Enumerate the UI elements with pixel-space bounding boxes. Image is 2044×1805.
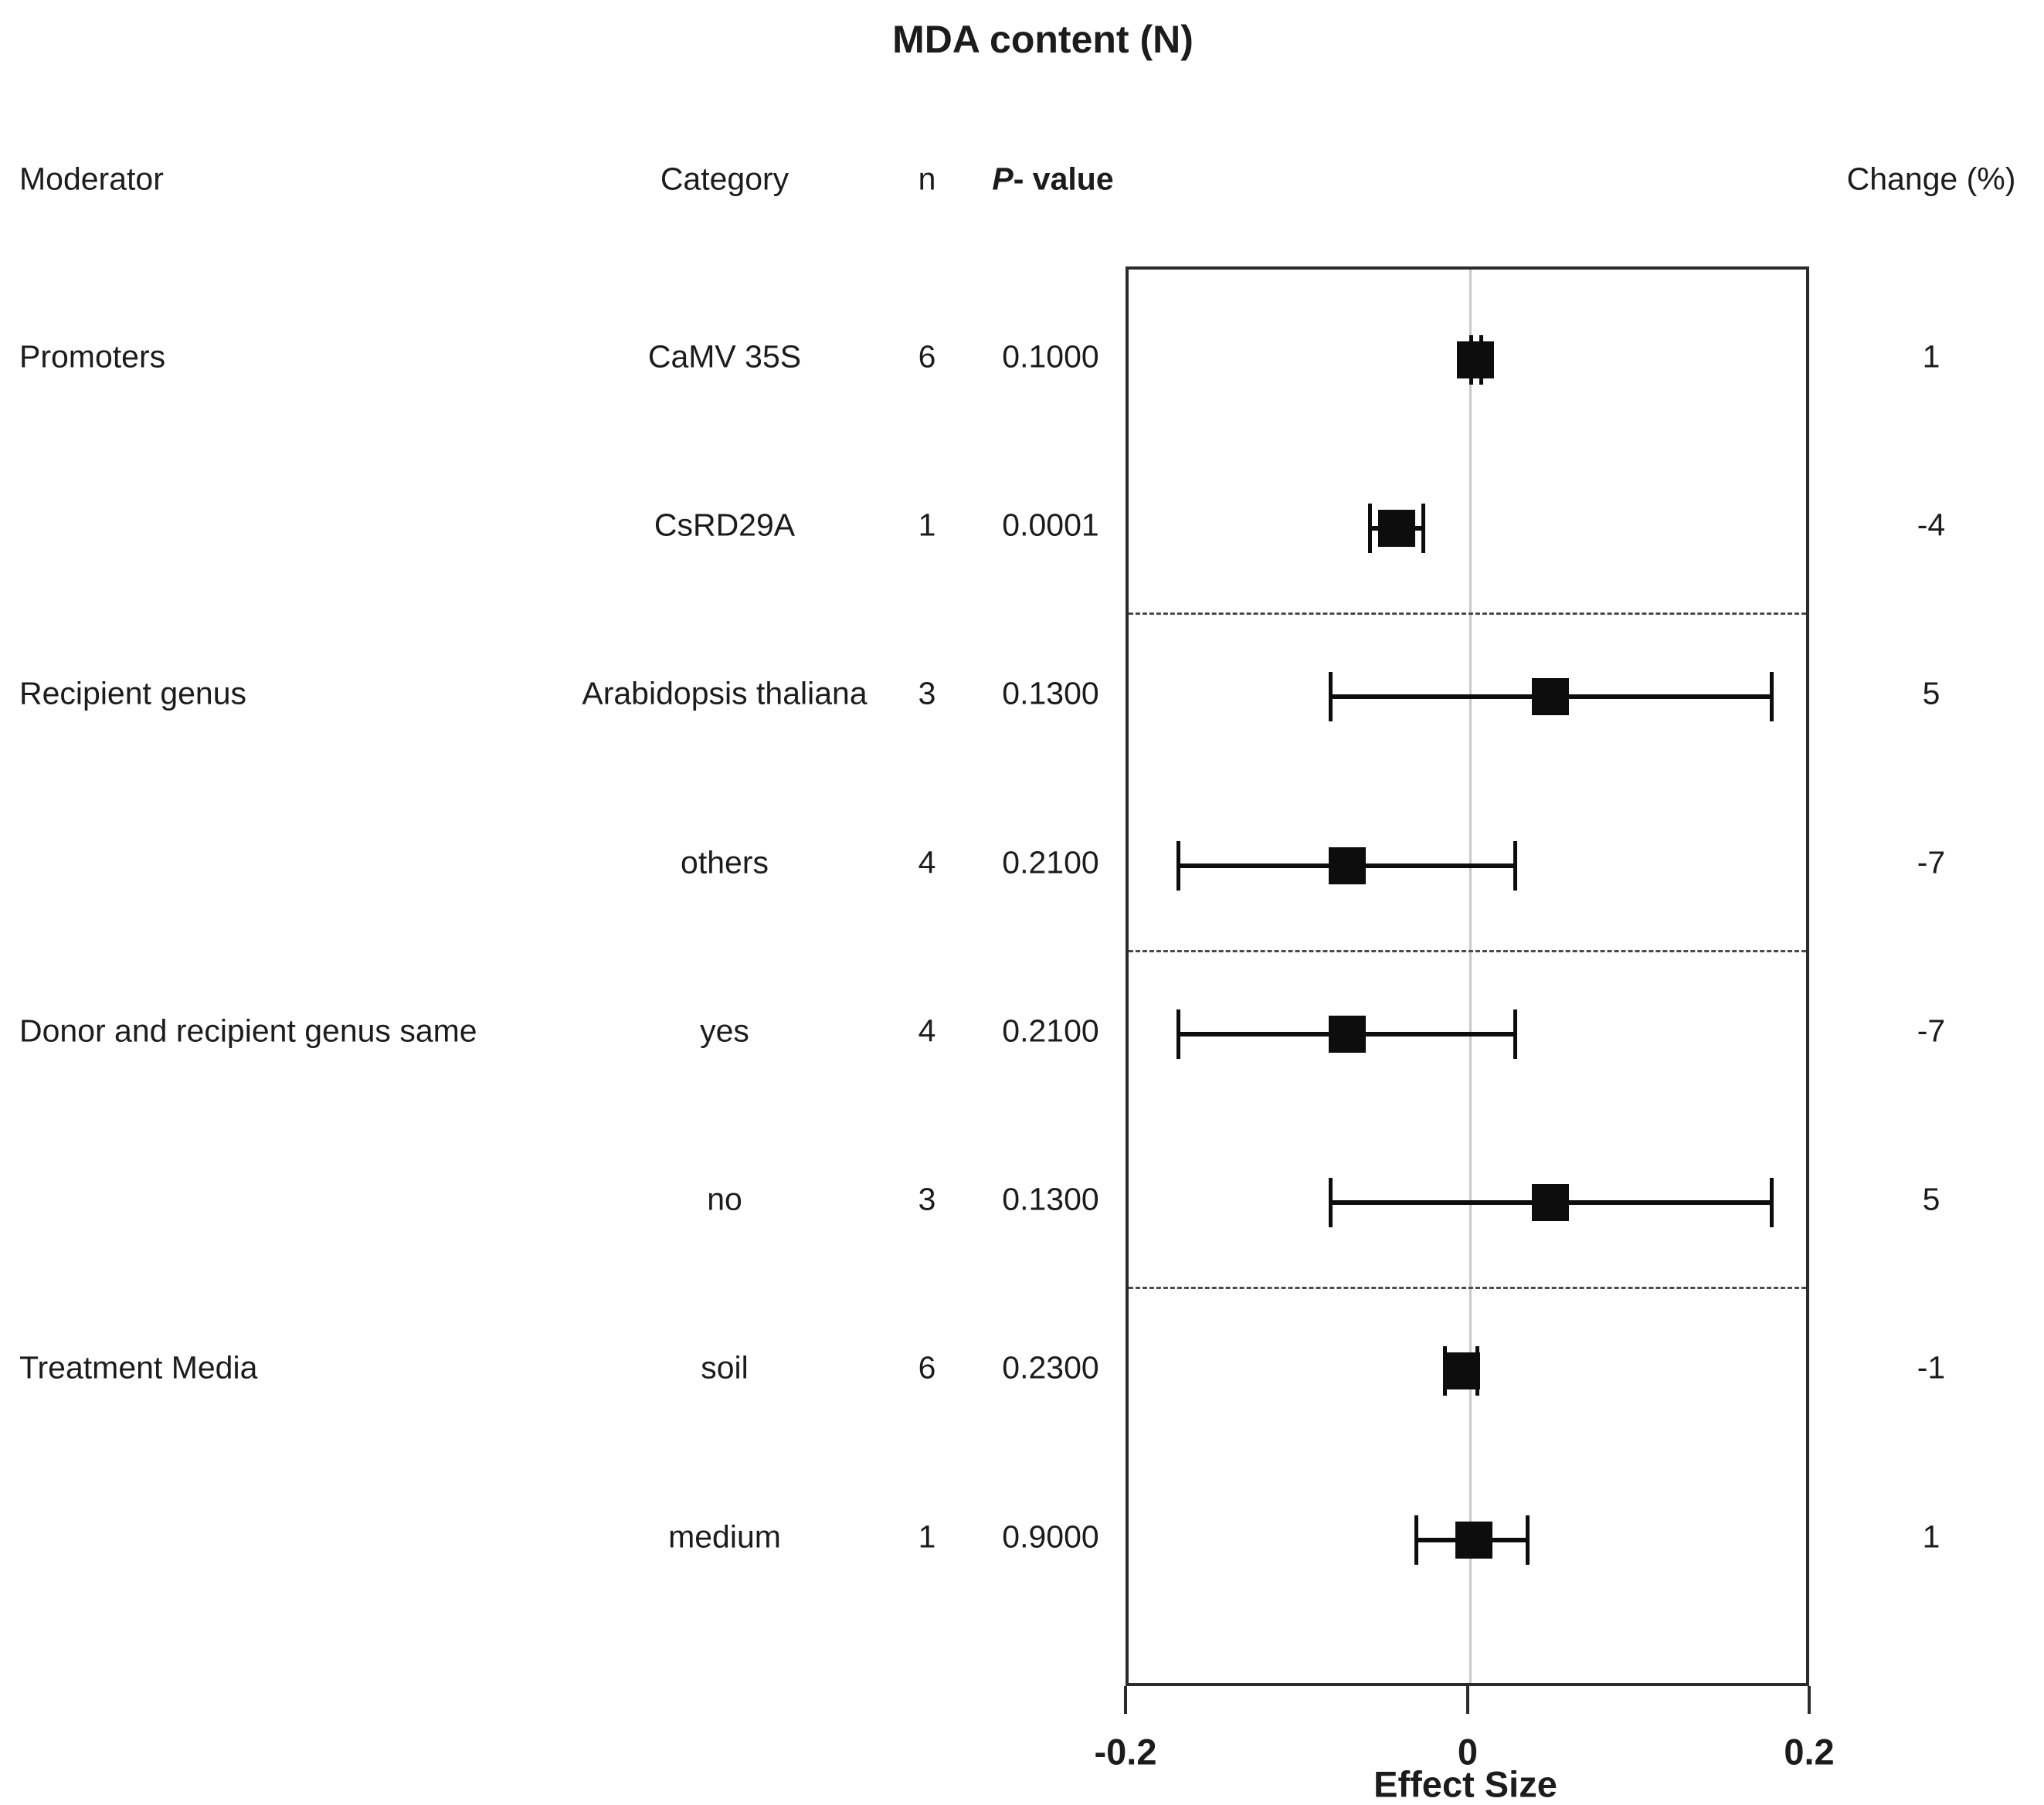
p-value: 0.1000 bbox=[1002, 338, 1099, 375]
ci-cap-left bbox=[1329, 672, 1333, 721]
n-value: 6 bbox=[918, 338, 936, 375]
x-tick-label-zero: 0 bbox=[1457, 1731, 1479, 1773]
ci-cap-left bbox=[1329, 1178, 1333, 1227]
p-value: 0.2300 bbox=[1002, 1349, 1099, 1386]
effect-marker bbox=[1532, 1184, 1570, 1221]
column-header-p-value: P- value bbox=[992, 161, 1113, 198]
category-label: no bbox=[707, 1181, 742, 1217]
change-value: -7 bbox=[1917, 844, 1946, 880]
group-separator bbox=[1129, 612, 1806, 615]
category-label: CaMV 35S bbox=[647, 338, 802, 375]
n-value: 3 bbox=[918, 1181, 936, 1217]
effect-marker bbox=[1378, 510, 1416, 547]
moderator-label: Promoters bbox=[19, 338, 166, 375]
column-header-category: Category bbox=[660, 161, 789, 197]
effect-marker bbox=[1532, 678, 1570, 715]
effect-marker bbox=[1443, 1352, 1481, 1389]
moderator-label: Recipient genus bbox=[19, 675, 247, 711]
column-header-moderator: Moderator bbox=[19, 161, 164, 197]
category-label: medium bbox=[668, 1518, 781, 1555]
n-value: 1 bbox=[918, 1518, 936, 1555]
p-value: 0.9000 bbox=[1002, 1518, 1099, 1555]
category-label: others bbox=[681, 844, 769, 880]
moderator-label: Donor and recipient genus same bbox=[19, 1013, 477, 1049]
ci-cap-left bbox=[1176, 1009, 1181, 1059]
ci-cap-left bbox=[1414, 1515, 1418, 1565]
column-header-change-pct: Change (%) bbox=[1846, 161, 2016, 197]
ci-cap-left bbox=[1176, 841, 1181, 891]
group-separator bbox=[1129, 1287, 1806, 1289]
chart-title: MDA content (N) bbox=[892, 18, 1193, 61]
effect-marker bbox=[1329, 847, 1367, 884]
category-label: soil bbox=[701, 1349, 749, 1386]
effect-marker bbox=[1457, 341, 1495, 378]
change-value: -7 bbox=[1917, 1013, 1946, 1049]
p-value-header-italic-part: P bbox=[992, 161, 1014, 197]
n-value: 6 bbox=[918, 1349, 936, 1386]
plot-area bbox=[1126, 266, 1809, 1686]
change-value: 5 bbox=[1922, 1181, 1940, 1217]
x-axis-tick-left bbox=[1124, 1686, 1127, 1714]
change-value: -4 bbox=[1917, 507, 1946, 543]
p-value: 0.2100 bbox=[1002, 844, 1099, 880]
change-value: -1 bbox=[1917, 1349, 1946, 1386]
change-value: 5 bbox=[1922, 675, 1940, 711]
n-value: 1 bbox=[918, 507, 936, 543]
effect-marker bbox=[1455, 1522, 1492, 1559]
ci-cap-right bbox=[1421, 504, 1425, 553]
x-axis-tick-right bbox=[1808, 1686, 1811, 1714]
p-value: 0.0001 bbox=[1002, 507, 1099, 543]
ci-cap-right bbox=[1769, 1178, 1774, 1227]
x-tick-label-neg: -0.2 bbox=[1094, 1731, 1157, 1773]
change-value: 1 bbox=[1922, 1518, 1940, 1555]
effect-marker bbox=[1329, 1016, 1367, 1053]
column-header-n: n bbox=[918, 161, 936, 197]
p-value-header-rest-part: - value bbox=[1013, 161, 1114, 197]
ci-cap-right bbox=[1513, 841, 1518, 891]
n-value: 4 bbox=[918, 1013, 936, 1049]
category-label: yes bbox=[700, 1013, 749, 1049]
x-tick-label-pos: 0.2 bbox=[1784, 1731, 1835, 1773]
ci-cap-right bbox=[1769, 672, 1774, 721]
zero-reference-line bbox=[1469, 270, 1472, 1683]
group-separator bbox=[1129, 950, 1806, 952]
ci-cap-left bbox=[1367, 504, 1372, 553]
p-value: 0.1300 bbox=[1002, 675, 1099, 711]
p-value: 0.2100 bbox=[1002, 1013, 1099, 1049]
p-value: 0.1300 bbox=[1002, 1181, 1099, 1217]
category-label: CsRD29A bbox=[654, 507, 796, 543]
x-axis-label: Effect Size bbox=[1373, 1763, 1557, 1805]
ci-cap-right bbox=[1525, 1515, 1530, 1565]
category-label: Arabidopsis thaliana bbox=[582, 675, 868, 711]
ci-cap-right bbox=[1513, 1009, 1518, 1059]
n-value: 4 bbox=[918, 844, 936, 880]
moderator-label: Treatment Media bbox=[19, 1349, 258, 1386]
n-value: 3 bbox=[918, 675, 936, 711]
change-value: 1 bbox=[1922, 338, 1940, 375]
x-axis-tick-center bbox=[1466, 1686, 1469, 1714]
